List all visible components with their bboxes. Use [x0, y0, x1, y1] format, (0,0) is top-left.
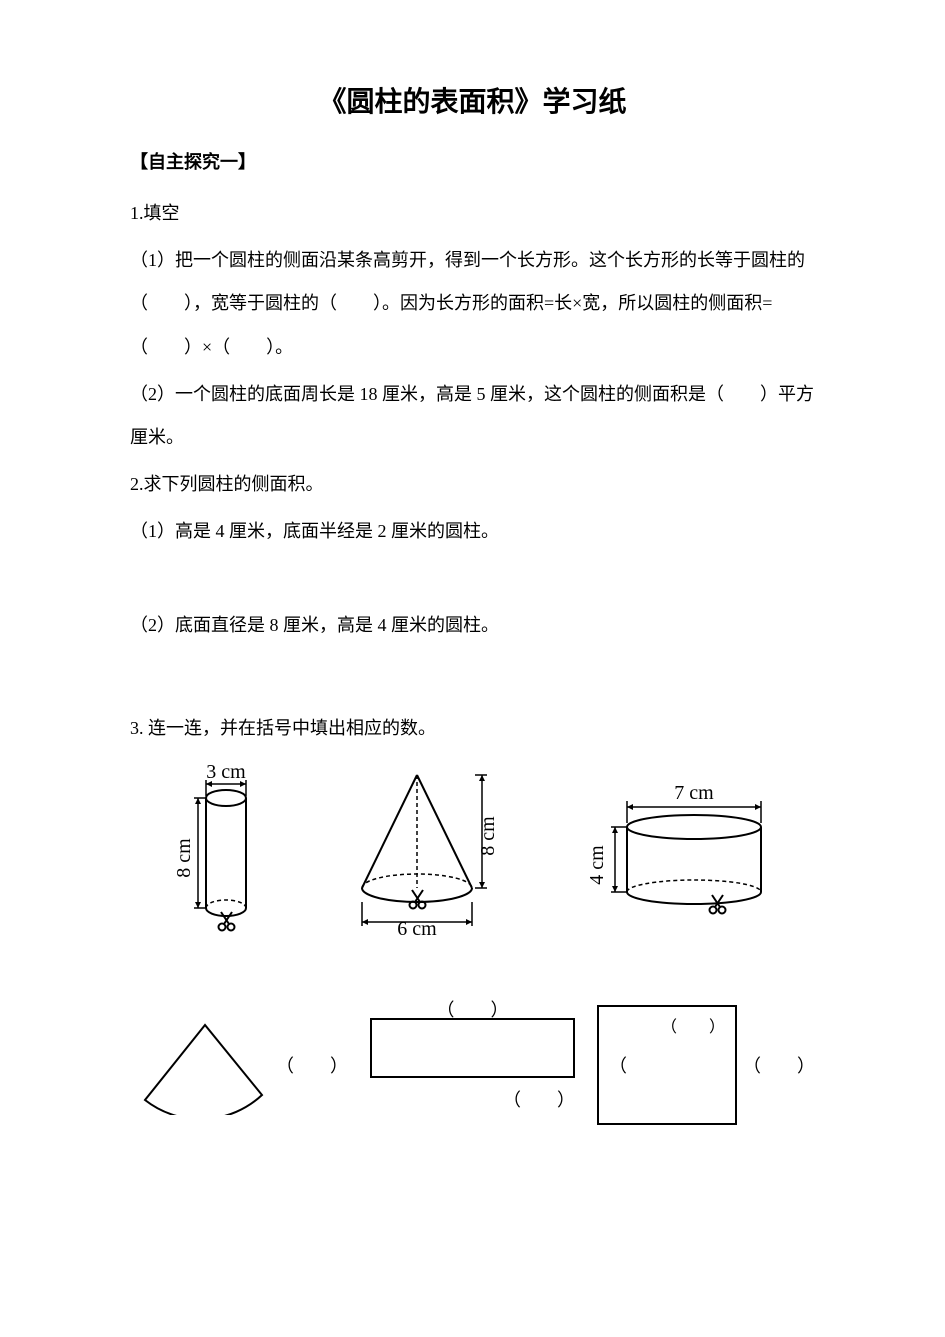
cone-height-label: 8 cm: [477, 816, 499, 856]
rect2-top-blank: （ ）: [661, 1013, 725, 1037]
shape-sector: （ ）: [130, 1015, 348, 1115]
cylinder-wide-svg: 7 cm 4 cm: [569, 775, 779, 935]
figure-cylinder-small: 3 cm 8 cm: [166, 760, 286, 935]
rect1-side-blank: （ ）: [503, 1086, 575, 1112]
cylinder-small-svg: 3 cm 8 cm: [166, 760, 286, 935]
rect1-top-blank: （ ）: [437, 996, 509, 1022]
rect2-right-blank: （ ）: [743, 1052, 815, 1078]
q1-2-text: （2）一个圆柱的底面周长是 18 厘米，高是 5 厘米，这个圆柱的侧面积是（ ）…: [130, 373, 815, 459]
document-title: 《圆柱的表面积》学习纸: [130, 80, 815, 120]
shape-rect-tall: （ ） （ （ ）: [597, 1005, 815, 1125]
cylinder2-top-label: 7 cm: [674, 782, 714, 804]
q2-intro: 2.求下列圆柱的侧面积。: [130, 463, 815, 506]
sector-blank: （ ）: [276, 1052, 348, 1078]
figure-cylinder-wide: 7 cm 4 cm: [569, 775, 779, 935]
cylinder1-side-label: 8 cm: [173, 838, 195, 878]
rect2-left-blank: （: [609, 1052, 627, 1078]
rect-tall: （ ） （: [597, 1005, 737, 1125]
cylinder1-top-label: 3 cm: [206, 761, 246, 783]
q1-1-text: （1）把一个圆柱的侧面沿某条高剪开，得到一个长方形。这个长方形的长等于圆柱的（ …: [130, 239, 815, 369]
rect-wide: （ ）: [370, 1018, 575, 1078]
figures-row: 3 cm 8 cm: [130, 760, 815, 935]
section-header-1: 【自主探究一】: [130, 148, 815, 174]
shape-rect-wide: （ ） （ ）: [370, 1018, 575, 1112]
sector-svg: [130, 1015, 270, 1115]
q2-2-text: （2）底面直径是 8 厘米，高是 4 厘米的圆柱。: [130, 604, 815, 647]
q3-intro: 3. 连一连，并在括号中填出相应的数。: [130, 707, 815, 750]
cylinder2-side-label: 4 cm: [586, 845, 608, 885]
figure-cone: 8 cm 6 cm: [337, 760, 517, 935]
scissors-icon: [410, 890, 426, 909]
q2-1-text: （1）高是 4 厘米，底面半经是 2 厘米的圆柱。: [130, 510, 815, 553]
bottom-shapes-row: （ ） （ ） （ ） （ ） （ （ ）: [130, 1005, 815, 1125]
q1-intro: 1.填空: [130, 192, 815, 235]
cone-base-label: 6 cm: [398, 918, 438, 935]
cone-svg: 8 cm 6 cm: [337, 760, 517, 935]
